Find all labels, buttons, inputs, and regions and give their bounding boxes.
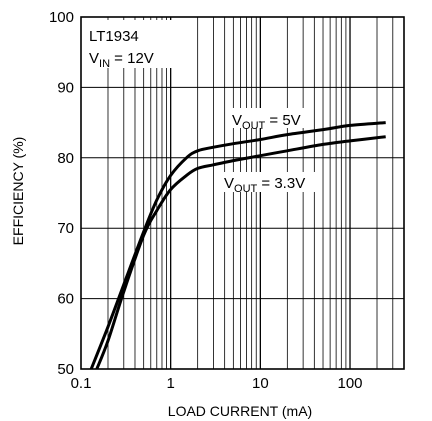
tick-labels: 0.1 1 10 100 50 60 70 80 90 100 [49,9,363,392]
series-line-3v3 [95,135,386,370]
series-label-3v3: VOUT = 3.3V [220,172,320,195]
y-tick-label: 80 [57,150,74,167]
svg-text:VOUT = 3.3V: VOUT = 3.3V [224,175,305,195]
x-tick-label: 1 [166,375,174,392]
plot-frame [80,16,405,370]
y-tick-label: 100 [49,9,74,26]
condition-box-background [84,20,174,68]
x-tick-label: 100 [337,375,362,392]
x-tick-label: 0.1 [71,375,92,392]
y-axis-label: EFFICIENCY (%) [10,137,26,246]
condition-device: LT1934 [89,28,139,45]
x-tick-label: 10 [252,375,269,392]
series-label-5v-background [228,108,313,128]
svg-text:VOUT = 5V: VOUT = 5V [232,112,301,132]
y-tick-label: 90 [57,79,74,96]
curves [89,121,386,370]
y-tick-label: 50 [57,361,74,378]
series-line-5v [89,121,386,370]
y-tick-label: 70 [57,220,74,237]
y-tick-label: 60 [57,291,74,308]
condition-vin: VIN = 12V [89,50,154,70]
condition-box: LT1934 VIN = 12V [84,20,174,70]
x-axis-label: LOAD CURRENT (mA) [168,403,312,419]
series-label-5v: VOUT = 5V [228,108,313,132]
series-label-3v3-background [220,172,320,192]
plot-border [80,16,405,370]
grid [81,17,404,369]
